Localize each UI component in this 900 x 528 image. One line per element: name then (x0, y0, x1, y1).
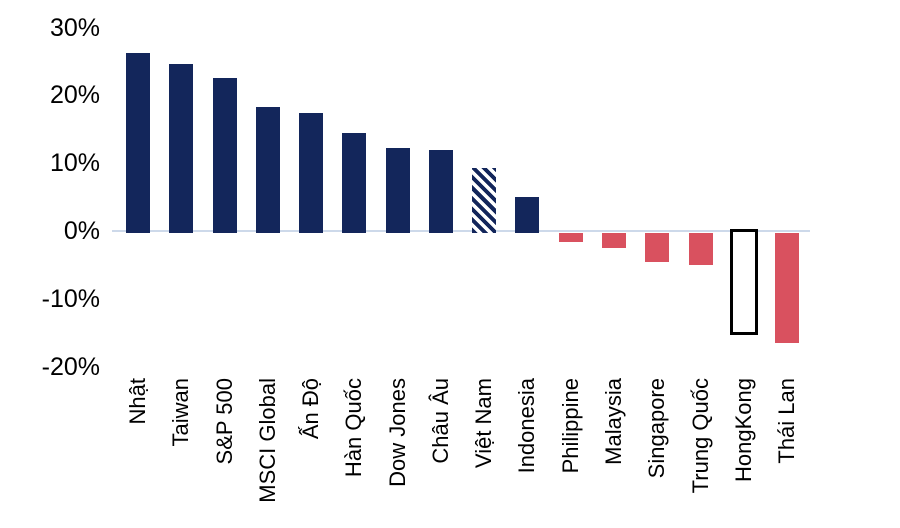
x-axis-label: Philippine (557, 378, 583, 474)
x-axis-label: Indonesia (514, 378, 540, 474)
bar-7 (385, 148, 410, 233)
bar-9 (472, 167, 497, 233)
x-axis-label: Ấn Độ (298, 378, 324, 440)
bar-6 (342, 133, 367, 233)
x-axis-label: Malaysia (600, 378, 626, 465)
bar-10 (515, 197, 540, 233)
bar-5 (299, 113, 324, 233)
bar-13 (645, 233, 670, 262)
bar-16 (775, 233, 800, 343)
bar-14 (688, 233, 713, 265)
bar-12 (601, 233, 626, 248)
y-tick-label: -10% (41, 284, 100, 313)
x-axis-label: Thái Lan (774, 378, 800, 464)
x-axis-label: Hàn Quốc (341, 378, 367, 478)
x-axis-label: Dow Jones (384, 378, 410, 487)
x-axis-label: Việt Nam (471, 378, 497, 469)
bar-4 (255, 106, 280, 233)
y-tick-label: 0% (63, 217, 100, 245)
x-axis-label: HongKong (730, 378, 756, 482)
x-axis-label: Nhật (125, 378, 150, 425)
x-axis-label: S&P 500 (211, 378, 237, 465)
bar-8 (428, 150, 453, 233)
y-tick-label: -20% (41, 352, 100, 381)
x-axis-label: MSCI Global (254, 378, 280, 503)
x-axis-label: Singapore (644, 378, 670, 479)
bar-11 (558, 233, 583, 242)
x-axis-label: Trung Quốc (687, 378, 713, 494)
y-tick-label: 30% (49, 13, 100, 42)
bar-3 (212, 77, 237, 233)
bar-15 (729, 229, 758, 335)
y-tick-label: 10% (49, 149, 100, 178)
bar-1 (126, 52, 150, 233)
x-axis-label: Châu Âu (427, 378, 453, 464)
x-axis-label: Taiwan (168, 378, 194, 447)
zero-axis-line (112, 230, 810, 232)
y-tick-label: 20% (49, 81, 100, 110)
bar-2 (169, 64, 194, 233)
